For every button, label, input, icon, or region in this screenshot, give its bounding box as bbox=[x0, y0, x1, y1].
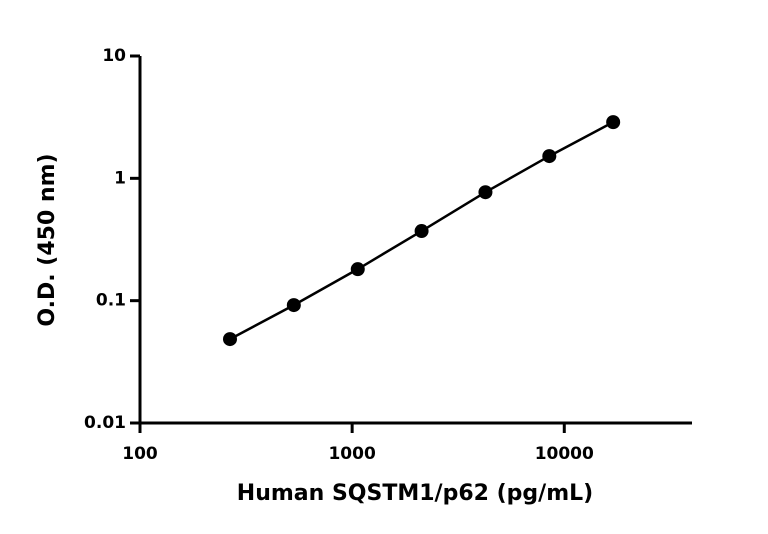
x-tick-label: 10000 bbox=[535, 444, 594, 464]
data-point bbox=[222, 332, 237, 347]
data-point bbox=[286, 298, 301, 313]
x-tick-label: 100 bbox=[122, 444, 158, 464]
data-point bbox=[478, 185, 493, 200]
data-point bbox=[414, 224, 429, 239]
y-tick-label: 0.1 bbox=[96, 291, 126, 311]
y-axis-title: O.D. (450 nm) bbox=[35, 153, 60, 326]
data-point bbox=[542, 149, 557, 164]
y-tick-label: 0.01 bbox=[84, 413, 126, 433]
y-tick-label: 10 bbox=[102, 46, 126, 66]
data-point bbox=[606, 115, 621, 130]
x-axis-title: Human SQSTM1/p62 (pg/mL) bbox=[237, 481, 593, 506]
x-tick-label: 1000 bbox=[328, 444, 375, 464]
data-point bbox=[350, 262, 365, 277]
y-tick-label: 1 bbox=[114, 168, 126, 188]
